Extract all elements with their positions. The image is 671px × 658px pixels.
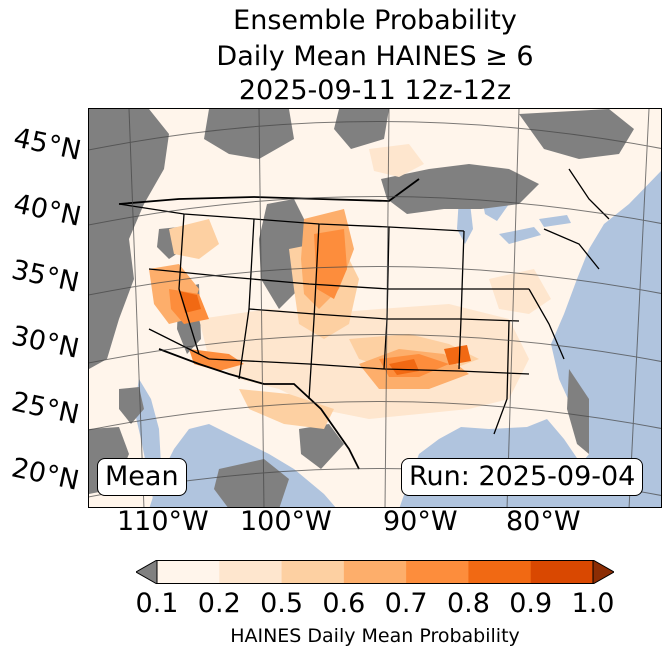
lat-label-30n: 30°N [8, 320, 82, 365]
lon-label-80w: 80°W [506, 506, 581, 537]
map-panel [88, 108, 662, 508]
probability-band-0-8 [179, 291, 471, 375]
map-title-line-1: Ensemble Probability [233, 5, 517, 36]
colorbar-tick-label: 0.6 [322, 588, 366, 619]
colorbar-tick-label: 1.0 [571, 588, 615, 619]
land-mass [89, 109, 661, 507]
lat-label-40n: 40°N [10, 188, 84, 233]
colorbar-segment [343, 560, 407, 584]
probability-map [89, 109, 661, 507]
lat-label-35n: 35°N [8, 254, 82, 299]
colorbar-svg [134, 559, 616, 585]
lat-label-45n: 45°N [10, 122, 84, 167]
lon-label-100w: 100°W [240, 506, 332, 537]
colorbar-label: HAINES Daily Mean Probability [230, 625, 520, 647]
colorbar-tick-label: 0.9 [509, 588, 553, 619]
colorbar-tick-label: 0.2 [197, 588, 241, 619]
map-title-line-2: Daily Mean HAINES ≥ 6 [216, 41, 534, 72]
colorbar-tick-label: 0.8 [446, 588, 490, 619]
mean-badge: Mean [97, 458, 187, 496]
colorbar-segment [157, 560, 220, 584]
run-date-badge: Run: 2025-09-04 [401, 458, 644, 496]
colorbar-under-triangle [134, 559, 158, 585]
colorbar-frame [156, 560, 594, 584]
colorbar-segment [406, 560, 469, 584]
map-title-line-3: 2025-09-11 12z-12z [238, 75, 512, 106]
colorbar-tick-label: 0.7 [384, 588, 428, 619]
graticule [89, 109, 661, 507]
colorbar-segment [468, 560, 532, 584]
lat-label-20n: 20°N [8, 452, 82, 497]
colorbar-over-triangle [592, 559, 616, 585]
colorbar-tick-label: 0.5 [260, 588, 304, 619]
lon-label-90w: 90°W [383, 506, 458, 537]
lat-label-25n: 25°N [8, 386, 82, 431]
colorbar-segment [281, 560, 345, 584]
colorbar-segment [219, 560, 283, 584]
colorbar-segment [530, 560, 594, 584]
colorbar [134, 559, 616, 588]
probability-band-0-2 [199, 144, 551, 419]
country-boundaries [118, 178, 420, 470]
colorbar-tick-label: 0.1 [135, 588, 179, 619]
lon-label-110w: 110°W [117, 506, 209, 537]
